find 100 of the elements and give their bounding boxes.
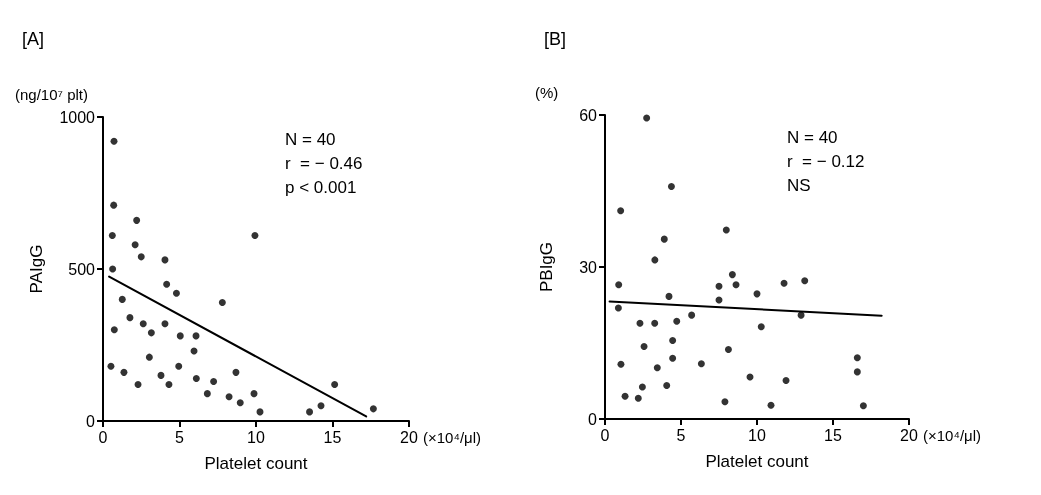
x-tick-label: 15 [824, 426, 842, 444]
point [110, 326, 118, 334]
x-axis-title: Platelet count [204, 454, 308, 473]
annotation: r = − 0.12 [787, 152, 865, 171]
x-tick-label: 5 [676, 426, 686, 444]
point [617, 207, 625, 215]
point [722, 226, 730, 234]
point [203, 390, 211, 398]
point [715, 282, 723, 290]
point [853, 368, 861, 376]
point [163, 280, 171, 288]
y-tick-label: 1000 [59, 108, 96, 126]
point [145, 353, 153, 361]
point [109, 265, 117, 273]
point [614, 304, 622, 312]
point [210, 377, 218, 385]
point [120, 368, 128, 376]
point [232, 368, 240, 376]
x-tick-label: 10 [748, 426, 766, 444]
point [251, 232, 259, 240]
point [859, 402, 867, 410]
y-axis-title: PBIgG [537, 241, 556, 293]
point [673, 317, 681, 325]
point [688, 311, 696, 319]
point [157, 371, 165, 379]
point [236, 399, 244, 407]
point [250, 390, 258, 398]
point [172, 289, 180, 297]
text: (×10⁴/μl) [423, 429, 482, 446]
text: (×10⁴/μl) [923, 427, 982, 444]
point [225, 393, 233, 401]
point [175, 362, 183, 370]
annotation: NS [787, 176, 811, 195]
annotation: r = − 0.46 [285, 154, 363, 173]
point [110, 201, 118, 209]
point [660, 235, 668, 243]
point [728, 271, 736, 279]
annotation: p < 0.001 [285, 178, 357, 197]
point [306, 408, 314, 416]
point [110, 137, 118, 145]
point [732, 281, 740, 289]
point [780, 279, 788, 287]
point [801, 277, 809, 285]
point [643, 114, 651, 122]
point [107, 362, 115, 370]
point [161, 320, 169, 328]
point [165, 381, 173, 389]
chart-title: [B] [544, 29, 567, 49]
point [669, 336, 677, 344]
point [108, 232, 116, 240]
point [667, 182, 675, 190]
point [137, 253, 145, 261]
point [640, 343, 648, 351]
chart-title: [A] [22, 29, 45, 49]
x-tick-label: 10 [247, 428, 265, 446]
point [621, 392, 629, 400]
point [131, 241, 139, 249]
y-tick-label: 60 [579, 106, 598, 124]
point [369, 405, 377, 413]
point [139, 320, 147, 328]
x-tick-label: 20 [900, 426, 918, 444]
point [697, 360, 705, 368]
point [782, 376, 790, 384]
x-tick-label: 0 [98, 428, 108, 446]
y-tick-label: 0 [86, 412, 96, 430]
point [767, 401, 775, 409]
point [638, 383, 646, 391]
point [721, 398, 729, 406]
point [634, 394, 642, 402]
text: (%) [535, 84, 559, 101]
annotation: N = 40 [285, 130, 336, 149]
point [636, 319, 644, 327]
y-tick-label: 500 [68, 260, 96, 278]
point [853, 354, 861, 362]
point [669, 354, 677, 362]
x-tick-label: 5 [175, 428, 185, 446]
point [147, 329, 155, 337]
point [317, 402, 325, 410]
point [663, 382, 671, 390]
y-tick-label: 30 [579, 258, 598, 276]
point [757, 323, 765, 331]
point [665, 292, 673, 300]
point [134, 381, 142, 389]
point [651, 319, 659, 327]
point [192, 374, 200, 382]
point [653, 364, 661, 372]
point [176, 332, 184, 340]
x-axis-title: Platelet count [705, 452, 809, 471]
x-tick-label: 0 [600, 426, 610, 444]
y-axis-title: PAIgG [27, 244, 46, 294]
point [617, 360, 625, 368]
point [615, 281, 623, 289]
x-tick-label: 15 [323, 428, 342, 446]
point [651, 256, 659, 264]
x-tick-label: 20 [400, 428, 418, 446]
text: (ng/10⁷ plt) [15, 86, 88, 103]
annotation: N = 40 [787, 128, 838, 147]
y-tick-label: 0 [588, 410, 598, 428]
point [331, 381, 339, 389]
point [118, 295, 126, 303]
